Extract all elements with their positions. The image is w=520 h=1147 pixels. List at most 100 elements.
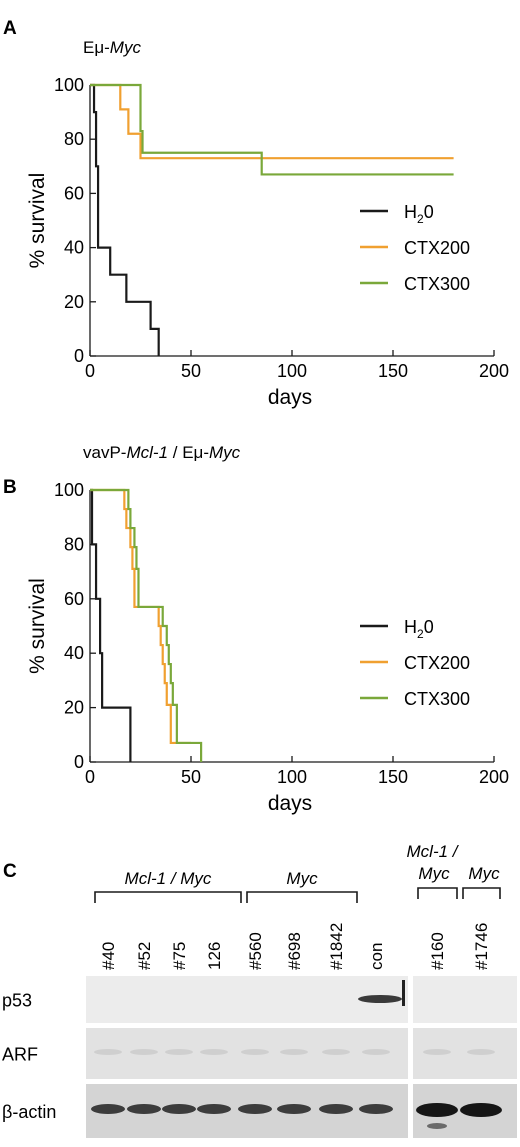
arf-band [94, 1049, 122, 1055]
legend-label-h: H [404, 617, 417, 637]
group-bracket [417, 887, 458, 899]
lane-label: #52 [135, 942, 154, 970]
panel-a-title: Eμ-Myc [83, 38, 141, 57]
x-tick-label: 0 [85, 767, 95, 787]
arf-band [241, 1049, 269, 1055]
actin-band [127, 1104, 161, 1114]
arf-band [280, 1049, 308, 1055]
y-axis-title: % survival [26, 578, 49, 674]
lane-label: con [367, 943, 386, 970]
y-tick-label: 0 [74, 752, 84, 772]
actin-band-strong [460, 1103, 502, 1117]
group-bracket [94, 891, 242, 903]
survival-curve-ctx300 [90, 488, 203, 762]
y-axis-title: % survival [26, 173, 49, 269]
actin-extra-band [427, 1123, 447, 1129]
y-tick-label: 0 [74, 346, 84, 366]
actin-band [277, 1104, 311, 1114]
y-tick-label: 40 [64, 643, 84, 663]
blot-row-label: p53 [2, 991, 32, 1011]
panel-b-title-part: vavP- [83, 443, 126, 462]
panel-b-title-part: Myc [209, 443, 241, 462]
actin-band-strong [416, 1103, 458, 1117]
blot-strip-left [86, 976, 408, 1023]
blot-edge-mark [402, 980, 405, 1006]
actin-band [319, 1104, 353, 1114]
legend-label: H20 [404, 617, 434, 641]
survival-curve-ctx200 [90, 488, 191, 745]
survival-curve-h20 [90, 83, 160, 356]
arf-band [423, 1049, 451, 1055]
x-tick-label: 50 [181, 767, 201, 787]
legend-label: CTX200 [404, 238, 470, 258]
panel-a-letter: A [3, 18, 17, 39]
panel-c-letter: C [3, 861, 17, 882]
p53-band-con [358, 995, 402, 1003]
y-tick-label: 20 [64, 292, 84, 312]
x-tick-label: 100 [277, 361, 307, 381]
group-label-mcl1-line2: Myc [418, 864, 450, 883]
survival-curve-ctx300 [90, 83, 454, 176]
y-tick-label: 60 [64, 589, 84, 609]
arf-band [467, 1049, 495, 1055]
survival-curve-ctx200 [90, 83, 454, 160]
arf-band [165, 1049, 193, 1055]
legend-label-rest: 0 [424, 202, 434, 222]
legend-label: H20 [404, 202, 434, 226]
legend-label: CTX300 [404, 274, 470, 294]
lane-label: #560 [246, 932, 265, 970]
actin-band [91, 1104, 125, 1114]
x-tick-label: 200 [479, 767, 509, 787]
x-axis-title: days [268, 386, 312, 409]
legend-label: CTX200 [404, 653, 470, 673]
x-tick-label: 100 [277, 767, 307, 787]
arf-band [200, 1049, 228, 1055]
arf-band [322, 1049, 350, 1055]
lane-label: #40 [99, 942, 118, 970]
y-tick-label: 60 [64, 183, 84, 203]
survival-curve-h20 [90, 488, 132, 762]
legend-label-sub: 2 [417, 212, 424, 226]
panel-b-letter: B [3, 477, 17, 498]
arf-band [130, 1049, 158, 1055]
panel-b-title-part: Mcl-1 [126, 443, 168, 462]
actin-band [197, 1104, 231, 1114]
group-label-mcl1-line1: Mcl-1 / [407, 842, 460, 861]
legend-label-h: H [404, 202, 417, 222]
group-label-myc: Myc [286, 869, 318, 888]
blot-strip-right [413, 976, 517, 1023]
lane-label: #160 [428, 932, 447, 970]
x-tick-label: 50 [181, 361, 201, 381]
panel-b-title-part: / Eμ- [168, 443, 209, 462]
lane-label: #1842 [327, 923, 346, 970]
blot-row-label: ARF [2, 1045, 38, 1065]
arf-band [362, 1049, 390, 1055]
western-blot: Mcl-1 / Myc Myc Mcl-1 / Myc Myc #40 #52 #75 126 #… [2, 842, 517, 1138]
panel-a-title-prefix: Eμ- [83, 38, 110, 57]
y-tick-label: 100 [54, 480, 84, 500]
y-tick-label: 40 [64, 238, 84, 258]
x-tick-label: 0 [85, 361, 95, 381]
group-bracket [462, 887, 501, 899]
y-tick-label: 100 [54, 75, 84, 95]
blot-row-label: β-actin [2, 1102, 56, 1122]
x-tick-label: 200 [479, 361, 509, 381]
lane-label: 126 [205, 942, 224, 970]
lane-label: #1746 [472, 923, 491, 970]
lane-label: #75 [170, 942, 189, 970]
panel-a-title-italic: Myc [110, 38, 142, 57]
y-tick-label: 80 [64, 534, 84, 554]
actin-band [359, 1104, 393, 1114]
legend-label-sub: 2 [417, 627, 424, 641]
group-label-myc-right: Myc [468, 864, 500, 883]
actin-band [238, 1104, 272, 1114]
y-tick-label: 80 [64, 129, 84, 149]
x-tick-label: 150 [378, 361, 408, 381]
legend-label-rest: 0 [424, 617, 434, 637]
group-bracket [246, 891, 358, 903]
panel-b-title: vavP-Mcl-1 / Eμ-Myc [83, 443, 241, 462]
y-tick-label: 20 [64, 698, 84, 718]
group-label-mcl1-myc: Mcl-1 / Myc [125, 869, 212, 888]
